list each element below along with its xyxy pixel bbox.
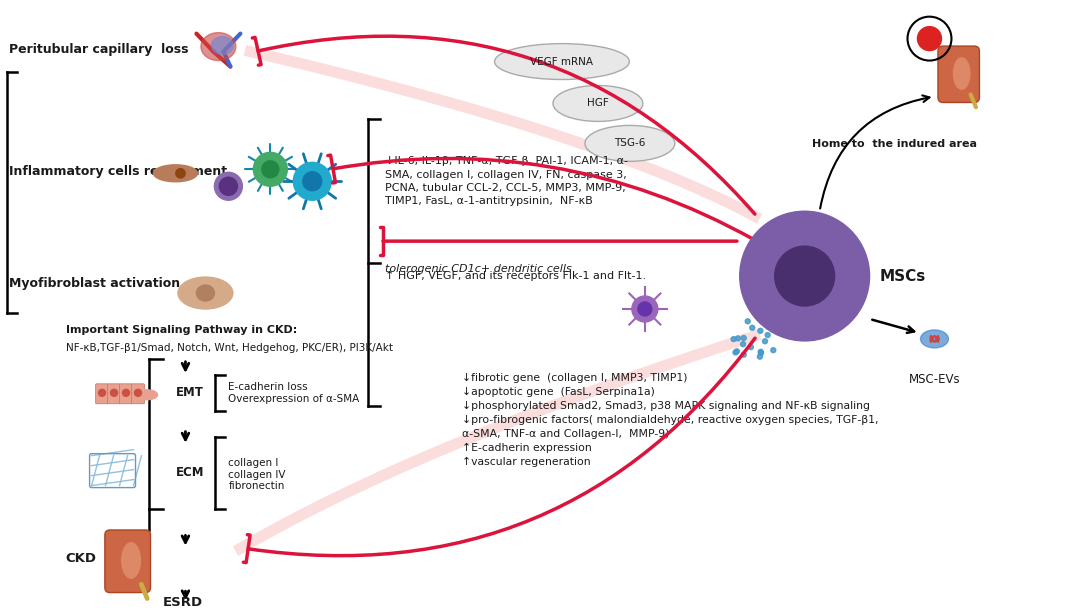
Text: HGF: HGF bbox=[587, 98, 609, 109]
Circle shape bbox=[632, 296, 658, 322]
Text: Peritubular capillary  loss: Peritubular capillary loss bbox=[9, 43, 189, 56]
Ellipse shape bbox=[176, 169, 185, 178]
Text: VEGF mRNA: VEGF mRNA bbox=[530, 57, 593, 67]
Text: ECM: ECM bbox=[176, 466, 204, 479]
Circle shape bbox=[758, 349, 764, 354]
Text: Important Signaling Pathway in CKD:: Important Signaling Pathway in CKD: bbox=[66, 325, 297, 335]
FancyBboxPatch shape bbox=[96, 384, 109, 404]
Text: ↑ HGF, VEGF, and its receptors Flk-1 and Flt-1.: ↑ HGF, VEGF, and its receptors Flk-1 and… bbox=[386, 271, 646, 281]
Circle shape bbox=[219, 177, 237, 196]
Text: Myofibroblast activation: Myofibroblast activation bbox=[9, 277, 180, 290]
Text: TSG-6: TSG-6 bbox=[615, 138, 645, 148]
Circle shape bbox=[741, 352, 747, 357]
Text: NF-κB,TGF-β1/Smad, Notch, Wnt, Hedgehog, PKC/ER), PI3K/Akt: NF-κB,TGF-β1/Smad, Notch, Wnt, Hedgehog,… bbox=[66, 343, 393, 353]
Circle shape bbox=[749, 345, 753, 349]
Ellipse shape bbox=[920, 330, 949, 348]
Circle shape bbox=[758, 328, 763, 333]
FancyBboxPatch shape bbox=[108, 384, 120, 404]
FancyBboxPatch shape bbox=[131, 384, 145, 404]
FancyBboxPatch shape bbox=[938, 46, 980, 103]
Circle shape bbox=[774, 246, 835, 306]
Circle shape bbox=[757, 354, 763, 359]
Text: Inflammatory cells recruitment: Inflammatory cells recruitment bbox=[9, 165, 227, 178]
Circle shape bbox=[771, 348, 775, 353]
Ellipse shape bbox=[212, 37, 233, 54]
Text: MSCs: MSCs bbox=[880, 269, 925, 284]
Ellipse shape bbox=[121, 543, 141, 578]
Ellipse shape bbox=[153, 165, 197, 182]
Ellipse shape bbox=[494, 43, 629, 79]
Circle shape bbox=[740, 342, 746, 346]
Circle shape bbox=[746, 319, 750, 324]
Ellipse shape bbox=[111, 389, 117, 397]
Circle shape bbox=[253, 152, 288, 186]
Ellipse shape bbox=[553, 86, 643, 122]
Circle shape bbox=[302, 172, 322, 191]
Ellipse shape bbox=[953, 58, 970, 89]
Circle shape bbox=[735, 349, 739, 354]
Ellipse shape bbox=[585, 125, 675, 161]
Ellipse shape bbox=[99, 389, 105, 397]
Ellipse shape bbox=[201, 32, 235, 60]
Text: ↓fibrotic gene  (collagen I, MMP3, TIMP1)
↓apoptotic gene  (FasL, Serpina1a)
↓ph: ↓fibrotic gene (collagen I, MMP3, TIMP1)… bbox=[462, 373, 879, 467]
Circle shape bbox=[750, 325, 755, 331]
Text: MSC-EVs: MSC-EVs bbox=[908, 373, 961, 386]
Ellipse shape bbox=[122, 389, 130, 397]
Circle shape bbox=[736, 336, 740, 341]
Ellipse shape bbox=[134, 389, 142, 397]
Ellipse shape bbox=[196, 285, 214, 301]
Ellipse shape bbox=[135, 390, 158, 400]
Text: EMT: EMT bbox=[176, 386, 203, 400]
Text: ↓IL-6, IL-1β, TNF-α, TGF-β, PAI-1, ICAM-1, α-
SMA, collagen I, collagen IV, FN, : ↓IL-6, IL-1β, TNF-α, TGF-β, PAI-1, ICAM-… bbox=[386, 156, 628, 206]
Ellipse shape bbox=[178, 277, 233, 309]
Text: tolerogenic CD1c+ dendritic cells: tolerogenic CD1c+ dendritic cells bbox=[386, 264, 572, 274]
Circle shape bbox=[763, 338, 768, 344]
Circle shape bbox=[917, 27, 941, 51]
Circle shape bbox=[214, 172, 243, 200]
Circle shape bbox=[293, 163, 331, 200]
FancyBboxPatch shape bbox=[119, 384, 132, 404]
Circle shape bbox=[262, 161, 279, 178]
Text: collagen I
collagen IV
fibronectin: collagen I collagen IV fibronectin bbox=[228, 458, 285, 491]
Text: E-cadherin loss
Overexpression of α-SMA: E-cadherin loss Overexpression of α-SMA bbox=[228, 382, 360, 404]
Text: Home to  the indured area: Home to the indured area bbox=[812, 139, 977, 149]
Text: CKD: CKD bbox=[66, 552, 97, 565]
Circle shape bbox=[740, 211, 869, 341]
Circle shape bbox=[731, 337, 736, 342]
Circle shape bbox=[638, 302, 652, 316]
Circle shape bbox=[733, 350, 738, 355]
FancyBboxPatch shape bbox=[104, 530, 150, 593]
Circle shape bbox=[758, 351, 764, 356]
Circle shape bbox=[765, 332, 770, 337]
Circle shape bbox=[741, 335, 747, 340]
Text: ESRD: ESRD bbox=[163, 596, 202, 609]
